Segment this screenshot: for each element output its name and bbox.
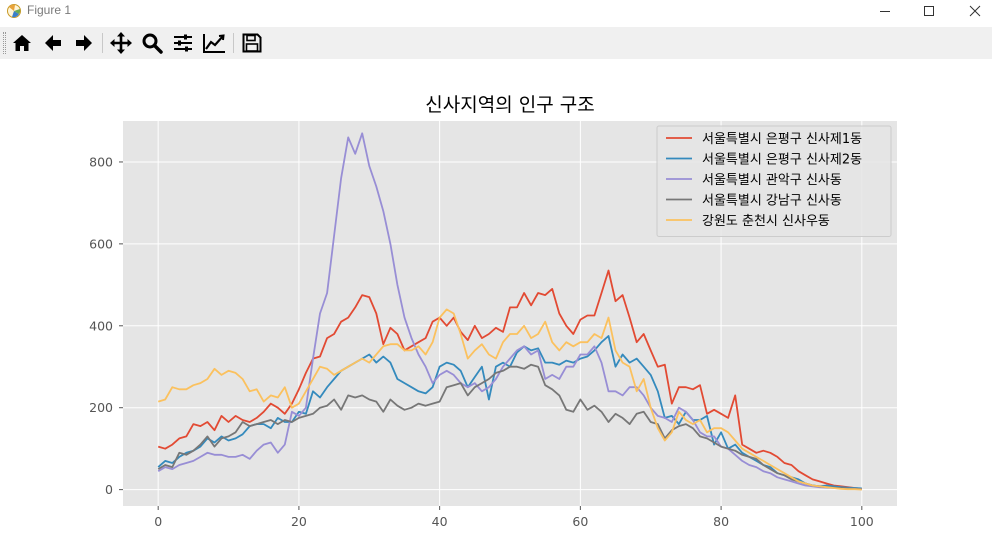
pan-button[interactable] [108,31,134,55]
maximize-icon [924,6,934,16]
home-icon [13,35,31,51]
series-line-4 [157,363,862,491]
toolbar-separator [233,33,234,53]
line-chart[interactable]: 0 20 40 60 80 100 0 200 400 600 800 신사지역의 인구 구조 서울… [0,59,992,555]
legend-label: 서울특별시 강남구 신사동 [702,194,842,209]
x-tick-label: 0 [154,514,162,529]
x-tick-label: 60 [572,514,588,529]
home-button[interactable] [9,31,35,55]
series-lines [157,132,862,491]
legend-label: 강원도 춘천시 신사우동 [702,214,830,229]
close-button[interactable] [952,0,992,22]
forward-button[interactable] [71,31,97,55]
chart-title: 신사지역의 인구 구조 [425,94,594,116]
line-chart-icon [203,34,225,53]
x-tick-label: 100 [850,514,874,529]
arrow-left-icon [45,35,61,51]
minimize-button[interactable] [862,0,908,22]
y-tick-label: 0 [105,482,113,497]
grid-lines [123,121,897,506]
floppy-disk-icon [242,33,262,53]
back-button[interactable] [40,31,66,55]
zoom-button[interactable] [139,31,165,55]
maximize-button[interactable] [906,0,952,22]
save-button[interactable] [239,31,265,55]
legend-box [656,125,892,237]
y-tick-label: 200 [89,400,113,415]
window-title: Figure 1 [27,3,72,17]
legend-label: 서울특별시 은평구 신사제1동 [702,132,862,147]
toolbar-separator [102,33,103,53]
subplots-button[interactable] [170,31,196,55]
minimize-icon [880,11,890,12]
navigation-toolbar [0,27,992,59]
y-tick-label: 800 [89,154,113,169]
y-tick-label: 400 [89,318,113,333]
legend-label: 서울특별시 관악구 신사동 [702,173,842,188]
figure-canvas[interactable]: 0 20 40 60 80 100 0 200 400 600 800 신사지역의 인구 구조 서울… [0,59,992,555]
y-tick-label: 600 [89,236,113,251]
axes-edit-button[interactable] [201,31,227,55]
window-titlebar: Figure 1 [0,0,992,22]
toolbar-grip[interactable] [3,32,6,54]
arrow-right-icon [76,35,92,51]
close-icon [969,5,981,17]
x-tick-label: 80 [713,514,729,529]
x-tick-label: 20 [291,514,307,529]
axis-ticks: 0 20 40 60 80 100 0 200 400 600 800 [89,154,874,529]
x-tick-label: 40 [432,514,448,529]
legend-label: 서울특별시 은평구 신사제2동 [702,153,862,168]
series-line-1 [157,269,862,490]
magnifier-icon [142,33,163,54]
sliders-icon [174,34,192,52]
move-icon [110,32,132,54]
series-line-5 [157,308,862,491]
series-line-3 [157,132,862,491]
matplotlib-app-icon [7,4,21,18]
